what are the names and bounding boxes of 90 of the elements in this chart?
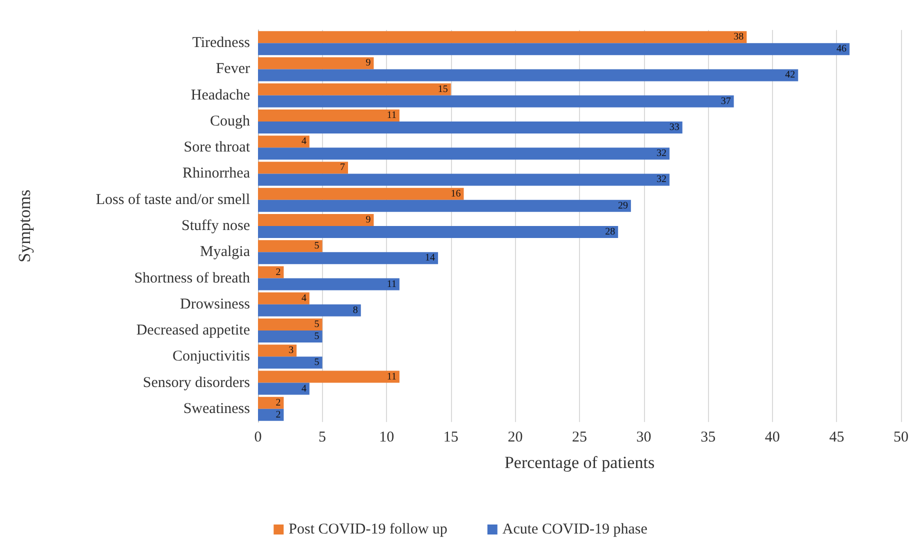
bar — [258, 304, 361, 316]
data-label: 4 — [301, 383, 306, 394]
bar — [258, 408, 284, 421]
x-tick-label: 50 — [894, 430, 908, 446]
bar — [258, 136, 310, 148]
bar — [258, 200, 631, 212]
bar — [258, 382, 310, 395]
bar — [258, 31, 747, 44]
data-label: 2 — [276, 266, 281, 278]
data-label: 5 — [314, 357, 320, 368]
x-axis-title: Percentage of patients — [504, 453, 655, 472]
data-label: 28 — [605, 226, 616, 238]
data-label: 5 — [314, 319, 320, 330]
x-tick-label: 40 — [764, 430, 780, 446]
bar — [258, 214, 374, 226]
y-tick-label: Fever — [216, 61, 250, 78]
data-label: 15 — [438, 84, 448, 95]
bar — [258, 95, 734, 108]
y-tick-label: Myalgia — [200, 244, 250, 260]
x-tick-label: 10 — [379, 430, 394, 446]
data-label: 46 — [836, 44, 847, 55]
y-tick-label: Sore throat — [184, 140, 251, 156]
y-tick-label: Conjuctivitis — [172, 348, 250, 365]
data-label: 7 — [340, 162, 346, 174]
data-label: 4 — [301, 292, 306, 304]
x-tick-label: 35 — [700, 430, 716, 446]
y-tick-label: Cough — [210, 113, 250, 130]
data-label: 14 — [425, 252, 436, 264]
x-tick-label: 15 — [443, 430, 458, 446]
y-tick-label: Decreased appetite — [136, 322, 250, 339]
data-label: 11 — [386, 278, 396, 290]
x-tick-label: 0 — [254, 430, 262, 446]
y-tick-label: Sweatiness — [183, 400, 250, 417]
y-tick-label: Stuffy nose — [182, 218, 250, 234]
data-label: 32 — [656, 148, 667, 160]
bar — [258, 318, 322, 331]
data-label: 2 — [276, 397, 281, 408]
x-tick-label: 25 — [572, 430, 587, 446]
data-label: 33 — [669, 122, 680, 133]
bar — [258, 174, 670, 186]
y-tick-label: Headache — [190, 87, 250, 104]
bar — [258, 356, 322, 369]
data-label: 32 — [656, 174, 667, 186]
y-tick-label: Rhinorrhea — [182, 166, 250, 182]
data-label: 9 — [366, 214, 371, 226]
y-tick-label: Drowsiness — [180, 296, 250, 312]
data-label: 5 — [314, 240, 320, 252]
data-label: 9 — [366, 58, 371, 69]
data-label: 4 — [301, 136, 306, 148]
bar — [258, 148, 670, 160]
data-label: 11 — [386, 110, 396, 121]
x-tick-label: 30 — [636, 430, 652, 446]
bar — [258, 121, 682, 134]
bar — [258, 240, 322, 252]
data-label: 38 — [734, 32, 744, 43]
x-tick-label: 45 — [829, 430, 844, 446]
data-label: 42 — [785, 70, 796, 81]
bar — [258, 396, 284, 409]
data-label: 37 — [720, 96, 731, 107]
bar — [258, 43, 850, 56]
legend-label: Acute COVID-19 phase — [502, 522, 648, 538]
y-tick-label: Loss of taste and/or smell — [96, 192, 250, 208]
bar — [258, 278, 400, 290]
bar — [258, 330, 322, 343]
data-label: 8 — [352, 304, 358, 316]
x-tick-label: 20 — [508, 430, 523, 446]
data-label: 2 — [276, 409, 281, 420]
bar — [258, 69, 798, 82]
y-axis-title: Symptoms — [15, 190, 34, 262]
bar — [258, 292, 310, 304]
bar — [258, 266, 284, 278]
y-tick-label: Sensory disorders — [142, 374, 250, 391]
bar — [258, 83, 451, 96]
bar — [258, 226, 618, 238]
data-label: 5 — [314, 331, 320, 342]
bar — [258, 109, 400, 122]
y-tick-label: Tiredness — [192, 35, 250, 52]
x-tick-label: 5 — [318, 430, 326, 446]
bar — [258, 252, 438, 264]
bar — [258, 57, 374, 70]
bar — [258, 162, 348, 174]
data-label: 29 — [618, 200, 628, 212]
bar — [258, 188, 464, 200]
bar — [258, 344, 297, 357]
data-label: 16 — [450, 188, 461, 200]
legend-label: Post COVID-19 follow up — [288, 522, 448, 538]
data-label: 3 — [288, 345, 294, 356]
data-label: 11 — [386, 371, 396, 382]
bar — [258, 370, 400, 383]
y-tick-label: Shortness of breath — [134, 270, 250, 286]
